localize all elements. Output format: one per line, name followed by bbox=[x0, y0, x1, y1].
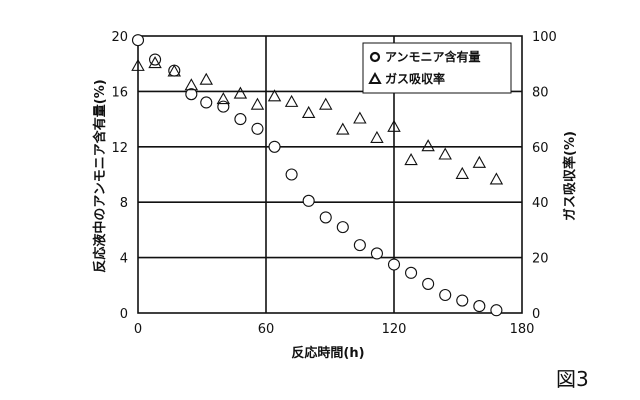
ammonia-point bbox=[337, 222, 348, 233]
gas-absorption-point bbox=[286, 96, 298, 106]
gas-absorption-point bbox=[337, 124, 349, 134]
gas-absorption-point bbox=[354, 113, 366, 123]
ammonia-point bbox=[303, 195, 314, 206]
legend-label-ammonia: アンモニア含有量 bbox=[385, 49, 481, 64]
y-right-tick-label: 20 bbox=[532, 252, 549, 267]
legend: アンモニア含有量 ガス吸収率 bbox=[363, 43, 511, 93]
gas-absorption-point bbox=[320, 99, 332, 109]
y-left-tick-label: 4 bbox=[120, 252, 128, 267]
ammonia-point bbox=[201, 97, 212, 108]
gas-absorption-point bbox=[252, 99, 264, 109]
ammonia-point bbox=[235, 114, 246, 125]
y-right-tick-label: 40 bbox=[532, 196, 549, 211]
gas-absorption-point bbox=[474, 157, 486, 167]
ammonia-point bbox=[440, 289, 451, 300]
ammonia-point bbox=[406, 267, 417, 278]
ammonia-point bbox=[186, 89, 197, 100]
ammonia-point bbox=[218, 101, 229, 112]
ammonia-point bbox=[491, 305, 502, 316]
ammonia-point bbox=[423, 278, 434, 289]
ammonia-point bbox=[371, 248, 382, 259]
y-axis-left-title: 反応液中のアンモニア含有量(%) bbox=[92, 79, 108, 272]
ammonia-point bbox=[286, 169, 297, 180]
y-left-tick-label: 0 bbox=[120, 307, 128, 322]
y-right-tick-label: 60 bbox=[532, 141, 549, 156]
gas-absorption-point bbox=[422, 140, 434, 150]
ammonia-point bbox=[252, 123, 263, 134]
ammonia-point bbox=[389, 259, 400, 270]
ammonia-point bbox=[169, 65, 180, 76]
y-right-tick-label: 80 bbox=[532, 85, 549, 100]
y-right-tick-label: 100 bbox=[532, 30, 557, 45]
ammonia-point bbox=[133, 35, 144, 46]
gas-absorption-point bbox=[235, 88, 247, 98]
y-right-tick-label: 0 bbox=[532, 307, 540, 322]
figure-label: 図3 bbox=[556, 367, 589, 391]
ammonia-point bbox=[354, 240, 365, 251]
gas-absorption-point bbox=[456, 168, 468, 178]
y-left-tick-label: 8 bbox=[120, 196, 128, 211]
gas-absorption-point bbox=[200, 74, 212, 84]
x-axis-title: 反応時間(h) bbox=[291, 345, 364, 361]
gas-absorption-point bbox=[491, 174, 503, 184]
ammonia-point bbox=[269, 141, 280, 152]
gas-absorption-point bbox=[303, 107, 315, 117]
x-tick-label: 0 bbox=[134, 322, 142, 337]
x-tick-label: 60 bbox=[258, 322, 275, 337]
y-left-tick-label: 20 bbox=[111, 30, 128, 45]
ammonia-point bbox=[474, 301, 485, 312]
y-left-tick-label: 12 bbox=[111, 141, 128, 156]
ammonia-point bbox=[457, 295, 468, 306]
y-left-tick-label: 16 bbox=[111, 85, 128, 100]
gas-absorption-point bbox=[439, 149, 451, 159]
ammonia-point bbox=[320, 212, 331, 223]
x-tick-label: 180 bbox=[510, 322, 535, 337]
legend-label-gas-absorption: ガス吸収率 bbox=[385, 71, 445, 86]
y-axis-right-title: ガス吸収率(%) bbox=[562, 131, 578, 221]
gas-absorption-point bbox=[405, 154, 417, 164]
x-tick-label: 120 bbox=[382, 322, 407, 337]
gas-absorption-point bbox=[371, 132, 383, 142]
